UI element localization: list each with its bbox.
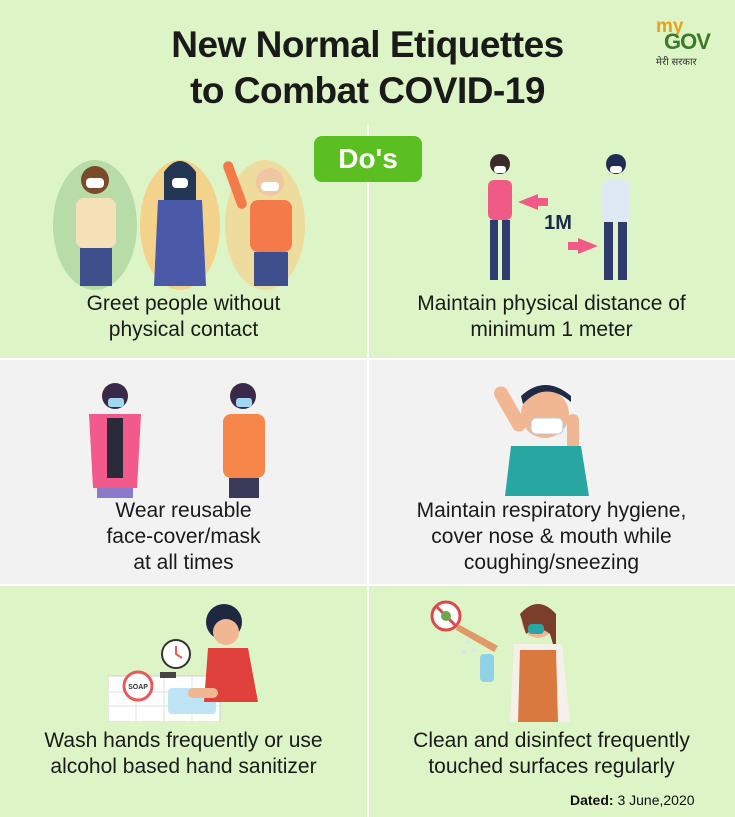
tip-greet: Greet people without physical contact (0, 125, 367, 358)
caption-line: minimum 1 meter (470, 318, 633, 341)
caption-line: touched surfaces regularly (428, 755, 675, 778)
tip-mask: Wear reusable face-cover/mask at all tim… (0, 360, 367, 584)
caption-line: alcohol based hand sanitizer (50, 755, 317, 778)
logo-gov-text: GOV (664, 29, 711, 54)
caption-line: Wash hands frequently or use (44, 729, 323, 752)
page-title: New Normal Etiquettes to Combat COVID-19 (0, 22, 735, 114)
horizontal-divider (0, 584, 735, 586)
caption-line: at all times (133, 551, 234, 574)
disinfect-icon (430, 600, 570, 722)
sneezing-icon (494, 385, 589, 496)
tip-caption: Maintain respiratory hygiene, cover nose… (368, 498, 735, 576)
horizontal-divider (0, 358, 735, 360)
caption-line: Maintain physical distance of (417, 292, 686, 315)
dos-badge: Do's (314, 136, 422, 182)
caption-line: coughing/sneezing (463, 551, 640, 574)
header: New Normal Etiquettes to Combat COVID-19… (0, 0, 735, 125)
hand-wash-icon: SOAP (108, 604, 258, 722)
distance-icon: 1M (488, 154, 630, 280)
tip-caption: Maintain physical distance of minimum 1 … (368, 291, 735, 343)
dated-label: Dated: 3 June,2020 (570, 792, 695, 808)
logo-my-text: my (656, 16, 684, 37)
tip-caption: Clean and disinfect frequently touched s… (368, 728, 735, 780)
dated-prefix: Dated: (570, 792, 614, 808)
caption-line: face-cover/mask (106, 525, 261, 548)
caption-line: physical contact (108, 318, 259, 341)
mask-people-icon (89, 383, 265, 498)
title-line-1: New Normal Etiquettes (171, 24, 564, 65)
caption-line: Wear reusable (115, 499, 252, 522)
title-line-2: to Combat COVID-19 (190, 70, 545, 111)
soap-label: SOAP (128, 684, 148, 691)
tip-caption: Wear reusable face-cover/mask at all tim… (0, 498, 367, 576)
tip-distance: 1M Maintain physical distance of minimum… (368, 125, 735, 358)
caption-line: Clean and disinfect frequently (413, 729, 690, 752)
mygov-logo: my GOV मेरी सरकार (640, 16, 720, 72)
logo-hindi-text: मेरी सरकार (656, 57, 697, 68)
caption-line: Maintain respiratory hygiene, (416, 499, 687, 522)
tip-caption: Greet people without physical contact (0, 291, 367, 343)
tip-disinfect: Clean and disinfect frequently touched s… (368, 586, 735, 817)
tip-wash-hands: SOAP Wash hands frequently or use alcoho… (0, 586, 367, 817)
greeting-people-icon (53, 160, 305, 290)
dated-value: 3 June,2020 (617, 792, 695, 808)
tip-respiratory: Maintain respiratory hygiene, cover nose… (368, 360, 735, 584)
distance-label: 1M (544, 212, 572, 234)
caption-line: Greet people without (86, 292, 281, 315)
vertical-divider (367, 125, 369, 817)
caption-line: cover nose & mouth while (431, 525, 672, 548)
tip-caption: Wash hands frequently or use alcohol bas… (0, 728, 367, 780)
